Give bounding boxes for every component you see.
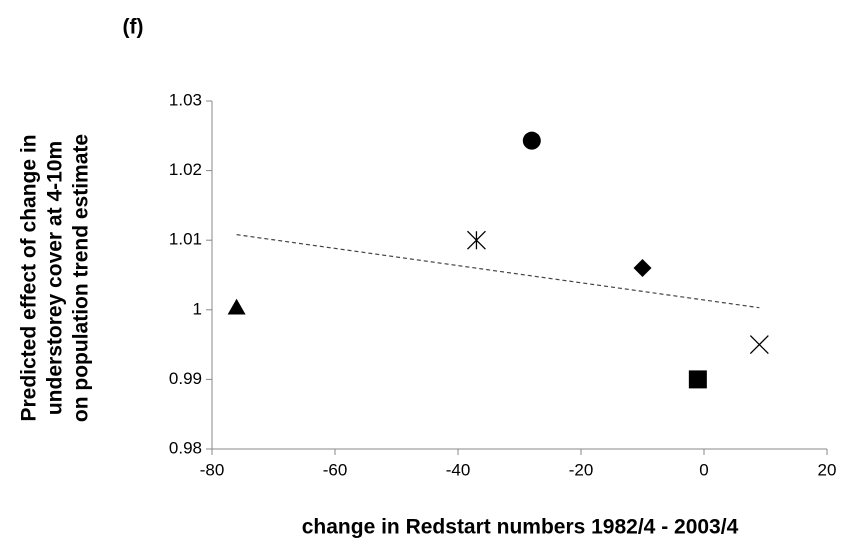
x-tick-label: 20 bbox=[818, 460, 837, 479]
x-tick-label: -80 bbox=[200, 460, 225, 479]
x-axis-label: change in Redstart numbers 1982/4 - 2003… bbox=[302, 516, 739, 539]
point bbox=[522, 131, 541, 150]
y-tick-label: 0.99 bbox=[169, 369, 202, 388]
x-tick-label: -60 bbox=[323, 460, 348, 479]
point bbox=[688, 370, 707, 389]
y-tick-label: 1.02 bbox=[169, 160, 202, 179]
x-tick-label: -40 bbox=[446, 460, 471, 479]
x-tick-label: 0 bbox=[699, 460, 708, 479]
y-tick-label: 1.01 bbox=[169, 230, 202, 249]
point bbox=[749, 335, 769, 355]
y-axis-label-line: understorey cover at 4-10m bbox=[44, 141, 67, 415]
y-axis-label-line: Predicted effect of change in bbox=[18, 134, 41, 421]
y-tick-label: 1.03 bbox=[169, 90, 202, 109]
y-tick-label: 0.98 bbox=[169, 438, 202, 457]
x-tick-label: -20 bbox=[569, 460, 594, 479]
point bbox=[466, 230, 486, 250]
chart-title: (f) bbox=[123, 16, 144, 39]
y-axis-label-line: on population trend estimate bbox=[70, 134, 93, 422]
y-tick-label: 1 bbox=[193, 299, 202, 318]
y-axis-label: Predicted effect of change in understore… bbox=[18, 134, 93, 422]
point bbox=[227, 298, 246, 315]
point bbox=[633, 259, 652, 278]
trendline bbox=[236, 234, 760, 309]
